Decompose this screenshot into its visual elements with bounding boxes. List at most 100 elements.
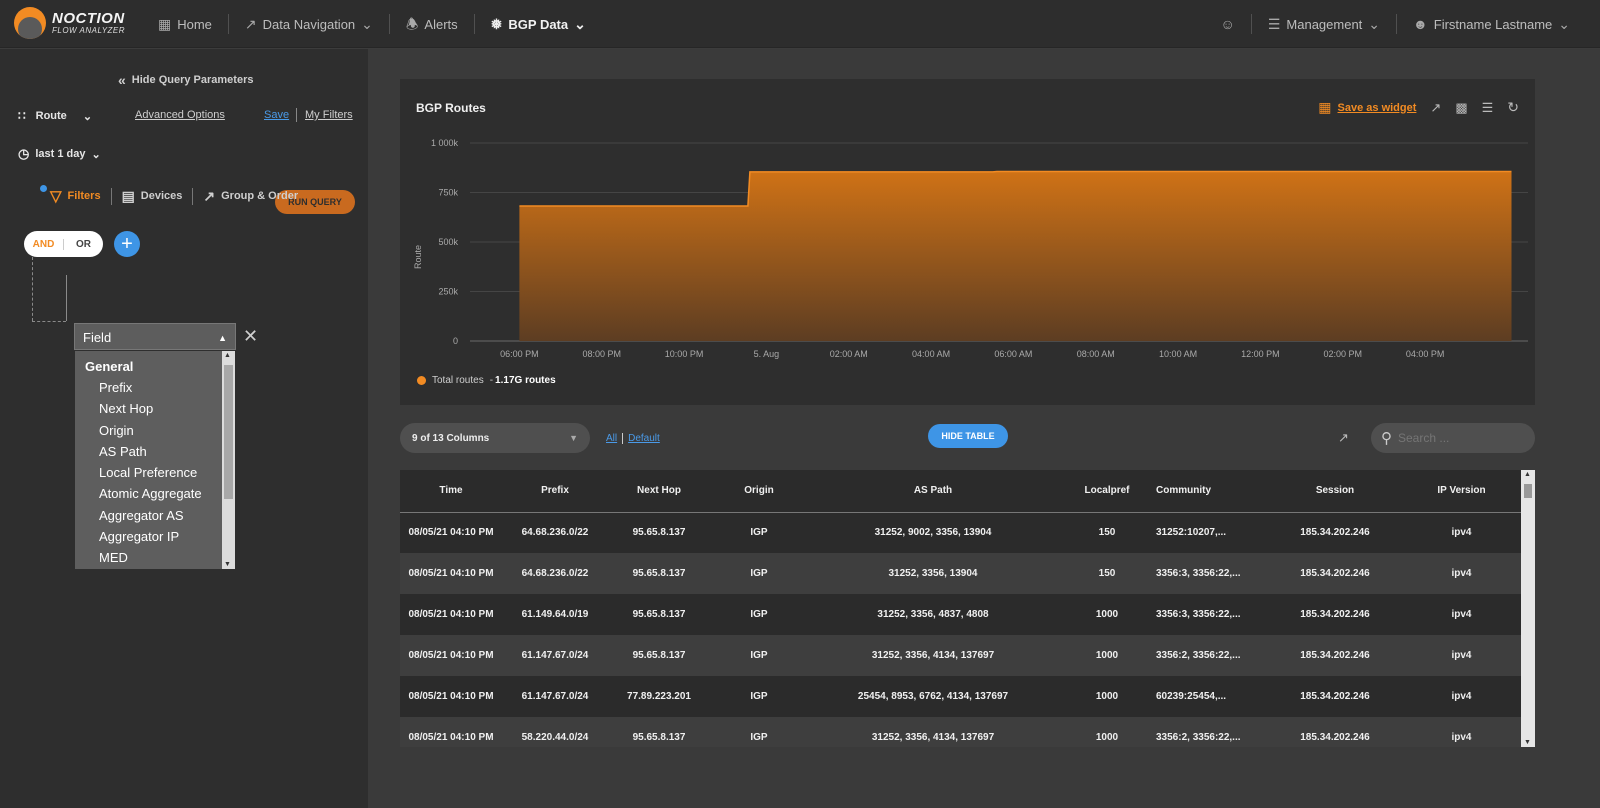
scroll-up-icon: ▲ [1524,471,1531,478]
dropdown-option[interactable]: Local Preference [99,465,198,481]
user-menu[interactable]: ☻ Firstname Lastname ⌄ [1396,14,1586,34]
advanced-options-link[interactable]: Advanced Options [135,109,225,121]
table-row[interactable]: 08/05/21 04:10 PM 61.147.67.0/24 95.65.8.1… [400,635,1521,676]
table-cell: 95.65.8.137 [608,717,710,747]
table-row[interactable]: 08/05/21 04:10 PM 64.68.236.0/22 95.65.8.1… [400,553,1521,594]
table-row[interactable]: 08/05/21 04:10 PM 58.220.44.0/24 95.65.8.1… [400,717,1521,747]
tab-filters-label: Filters [67,190,101,202]
total-routes-line [519,170,1512,207]
network-icon: ❅ [490,16,503,32]
nav-bgp-data[interactable]: ❅ BGP Data ⌄ [473,14,602,34]
table-cell: 95.65.8.137 [608,635,710,676]
widget-grid-icon: ▦ [1318,99,1332,115]
run-query-button[interactable]: RUN QUERY [275,190,355,214]
time-range-select[interactable]: ◷ last 1 day ⌄ [18,146,101,162]
x-tick-label: 04:00 AM [912,349,950,359]
and-option[interactable]: AND [24,238,64,250]
or-option[interactable]: OR [76,238,91,250]
column-header[interactable]: Prefix [502,470,608,513]
table-row[interactable]: 08/05/21 04:10 PM 64.68.236.0/22 95.65.8.1… [400,512,1521,553]
column-header[interactable]: Localpref [1058,470,1156,513]
route-select[interactable]: ∷ Route ⌄ [18,109,92,123]
caret-down-icon: ▼ [569,433,578,443]
columns-select[interactable]: 9 of 13 Columns ▼ [400,423,590,453]
line-chart-icon: ↗ [203,187,216,204]
table-cell: 31252, 3356, 13904 [808,553,1058,594]
chart-legend[interactable]: Total routes - 1.17G routes [417,375,556,386]
remove-filter-button[interactable]: ✕ [243,326,258,347]
hide-query-parameters[interactable]: « Hide Query Parameters [118,72,253,88]
table-cell: 185.34.202.246 [1268,635,1402,676]
table-row[interactable]: 08/05/21 04:10 PM 61.149.64.0/19 95.65.8.1… [400,594,1521,635]
chevron-down-icon: ⌄ [1558,16,1570,32]
table-cell: 3356:3, 3356:22,... [1156,553,1268,594]
default-columns-link[interactable]: Default [628,433,660,444]
dropdown-option[interactable]: Aggregator AS [99,507,184,523]
scrollbar-thumb[interactable] [224,365,233,499]
sliders-icon: ☰ [1267,16,1281,32]
table-cell: 95.65.8.137 [608,553,710,594]
save-link[interactable]: Save [264,109,290,121]
dropdown-option[interactable]: Aggregator IP [99,529,180,545]
my-filters-link[interactable]: My Filters [305,109,353,121]
bgp-routes-chart: 0 250k 500k 750k 1 000k 06:00 PM 08:00 PM 10:0… [413,138,1528,359]
table-cell: 77.89.223.201 [608,676,710,717]
refresh-icon[interactable]: ↻ [1507,99,1519,115]
column-header[interactable]: Session [1268,470,1402,513]
line-chart-icon: ↗ [244,16,257,32]
tab-group-order[interactable]: ↗ Group & Order [192,187,308,205]
table-cell: 95.65.8.137 [608,512,710,553]
divider [296,108,297,122]
all-columns-link[interactable]: All [606,433,618,444]
hide-query-label: Hide Query Parameters [131,74,254,86]
legend-series-total: 1.17G routes [495,375,556,386]
scrollbar-thumb[interactable] [1524,484,1532,498]
dropdown-option[interactable]: Prefix [99,380,133,395]
dropdown-option[interactable]: Origin [99,422,134,438]
table-search[interactable]: ⚲ [1371,423,1535,453]
tab-devices[interactable]: ▤ Devices [110,187,193,205]
menu-icon[interactable]: ☰ [1481,99,1494,115]
y-tick-label: 750k [438,188,458,198]
table-cell: 08/05/21 04:10 PM [400,512,502,553]
column-header[interactable]: AS Path [808,470,1058,513]
column-header[interactable]: Origin [710,470,808,513]
chevron-down-icon: ⌄ [1368,16,1381,32]
column-header[interactable]: IP Version [1402,470,1521,513]
dropdown-scrollbar[interactable]: ▲ ▼ [222,351,235,569]
hide-table-button[interactable]: HIDE TABLE [928,424,1008,448]
export-table-button[interactable]: ↗ [1338,430,1349,446]
nav-management[interactable]: ☰ Management ⌄ [1250,14,1396,34]
chevron-down-icon: ⌄ [91,148,101,161]
chat-button[interactable]: ☺ [1205,14,1251,34]
nav-alerts[interactable]: 🕭 Alerts [388,14,474,34]
table-cell: 64.68.236.0/22 [502,553,608,594]
dropdown-option[interactable]: AS Path [99,443,147,459]
column-header[interactable]: Time [400,470,502,513]
tab-filters[interactable]: ▽ Filters [40,185,111,205]
x-tick-label: 5. Aug [754,349,780,359]
search-input[interactable] [1398,431,1508,445]
and-or-toggle[interactable]: AND OR [24,231,103,257]
y-tick-label: 0 [453,336,458,346]
table-cell: 61.149.64.0/19 [502,594,608,635]
x-tick-label: 04:00 PM [1406,349,1445,359]
save-as-widget-label: Save as widget [1337,101,1417,114]
field-select[interactable]: Field ▲ [74,323,236,350]
bar-chart-icon[interactable]: ▩ [1455,99,1468,115]
app-logo[interactable]: NOCTION FLOW ANALYZER [14,7,125,39]
dropdown-option[interactable]: MED [99,550,128,566]
column-header[interactable]: Community [1156,470,1268,513]
add-filter-button[interactable]: + [114,231,140,257]
external-link-icon[interactable]: ↗ [1430,99,1442,115]
nav-home[interactable]: ▦ Home [142,14,228,34]
filter-icon: ▽ [50,188,62,205]
column-header[interactable]: Next Hop [608,470,710,513]
nav-data-navigation[interactable]: ↗ Data Navigation ⌄ [227,14,389,34]
table-cell: 61.147.67.0/24 [502,676,608,717]
save-as-widget-button[interactable]: ▦ Save as widget [1318,99,1416,116]
dropdown-option[interactable]: Atomic Aggregate [99,486,202,502]
table-row[interactable]: 08/05/21 04:10 PM 61.147.67.0/24 77.89.223… [400,676,1521,717]
table-scrollbar[interactable]: ▲ ▼ [1521,470,1535,747]
dropdown-option[interactable]: Next Hop [99,401,154,417]
